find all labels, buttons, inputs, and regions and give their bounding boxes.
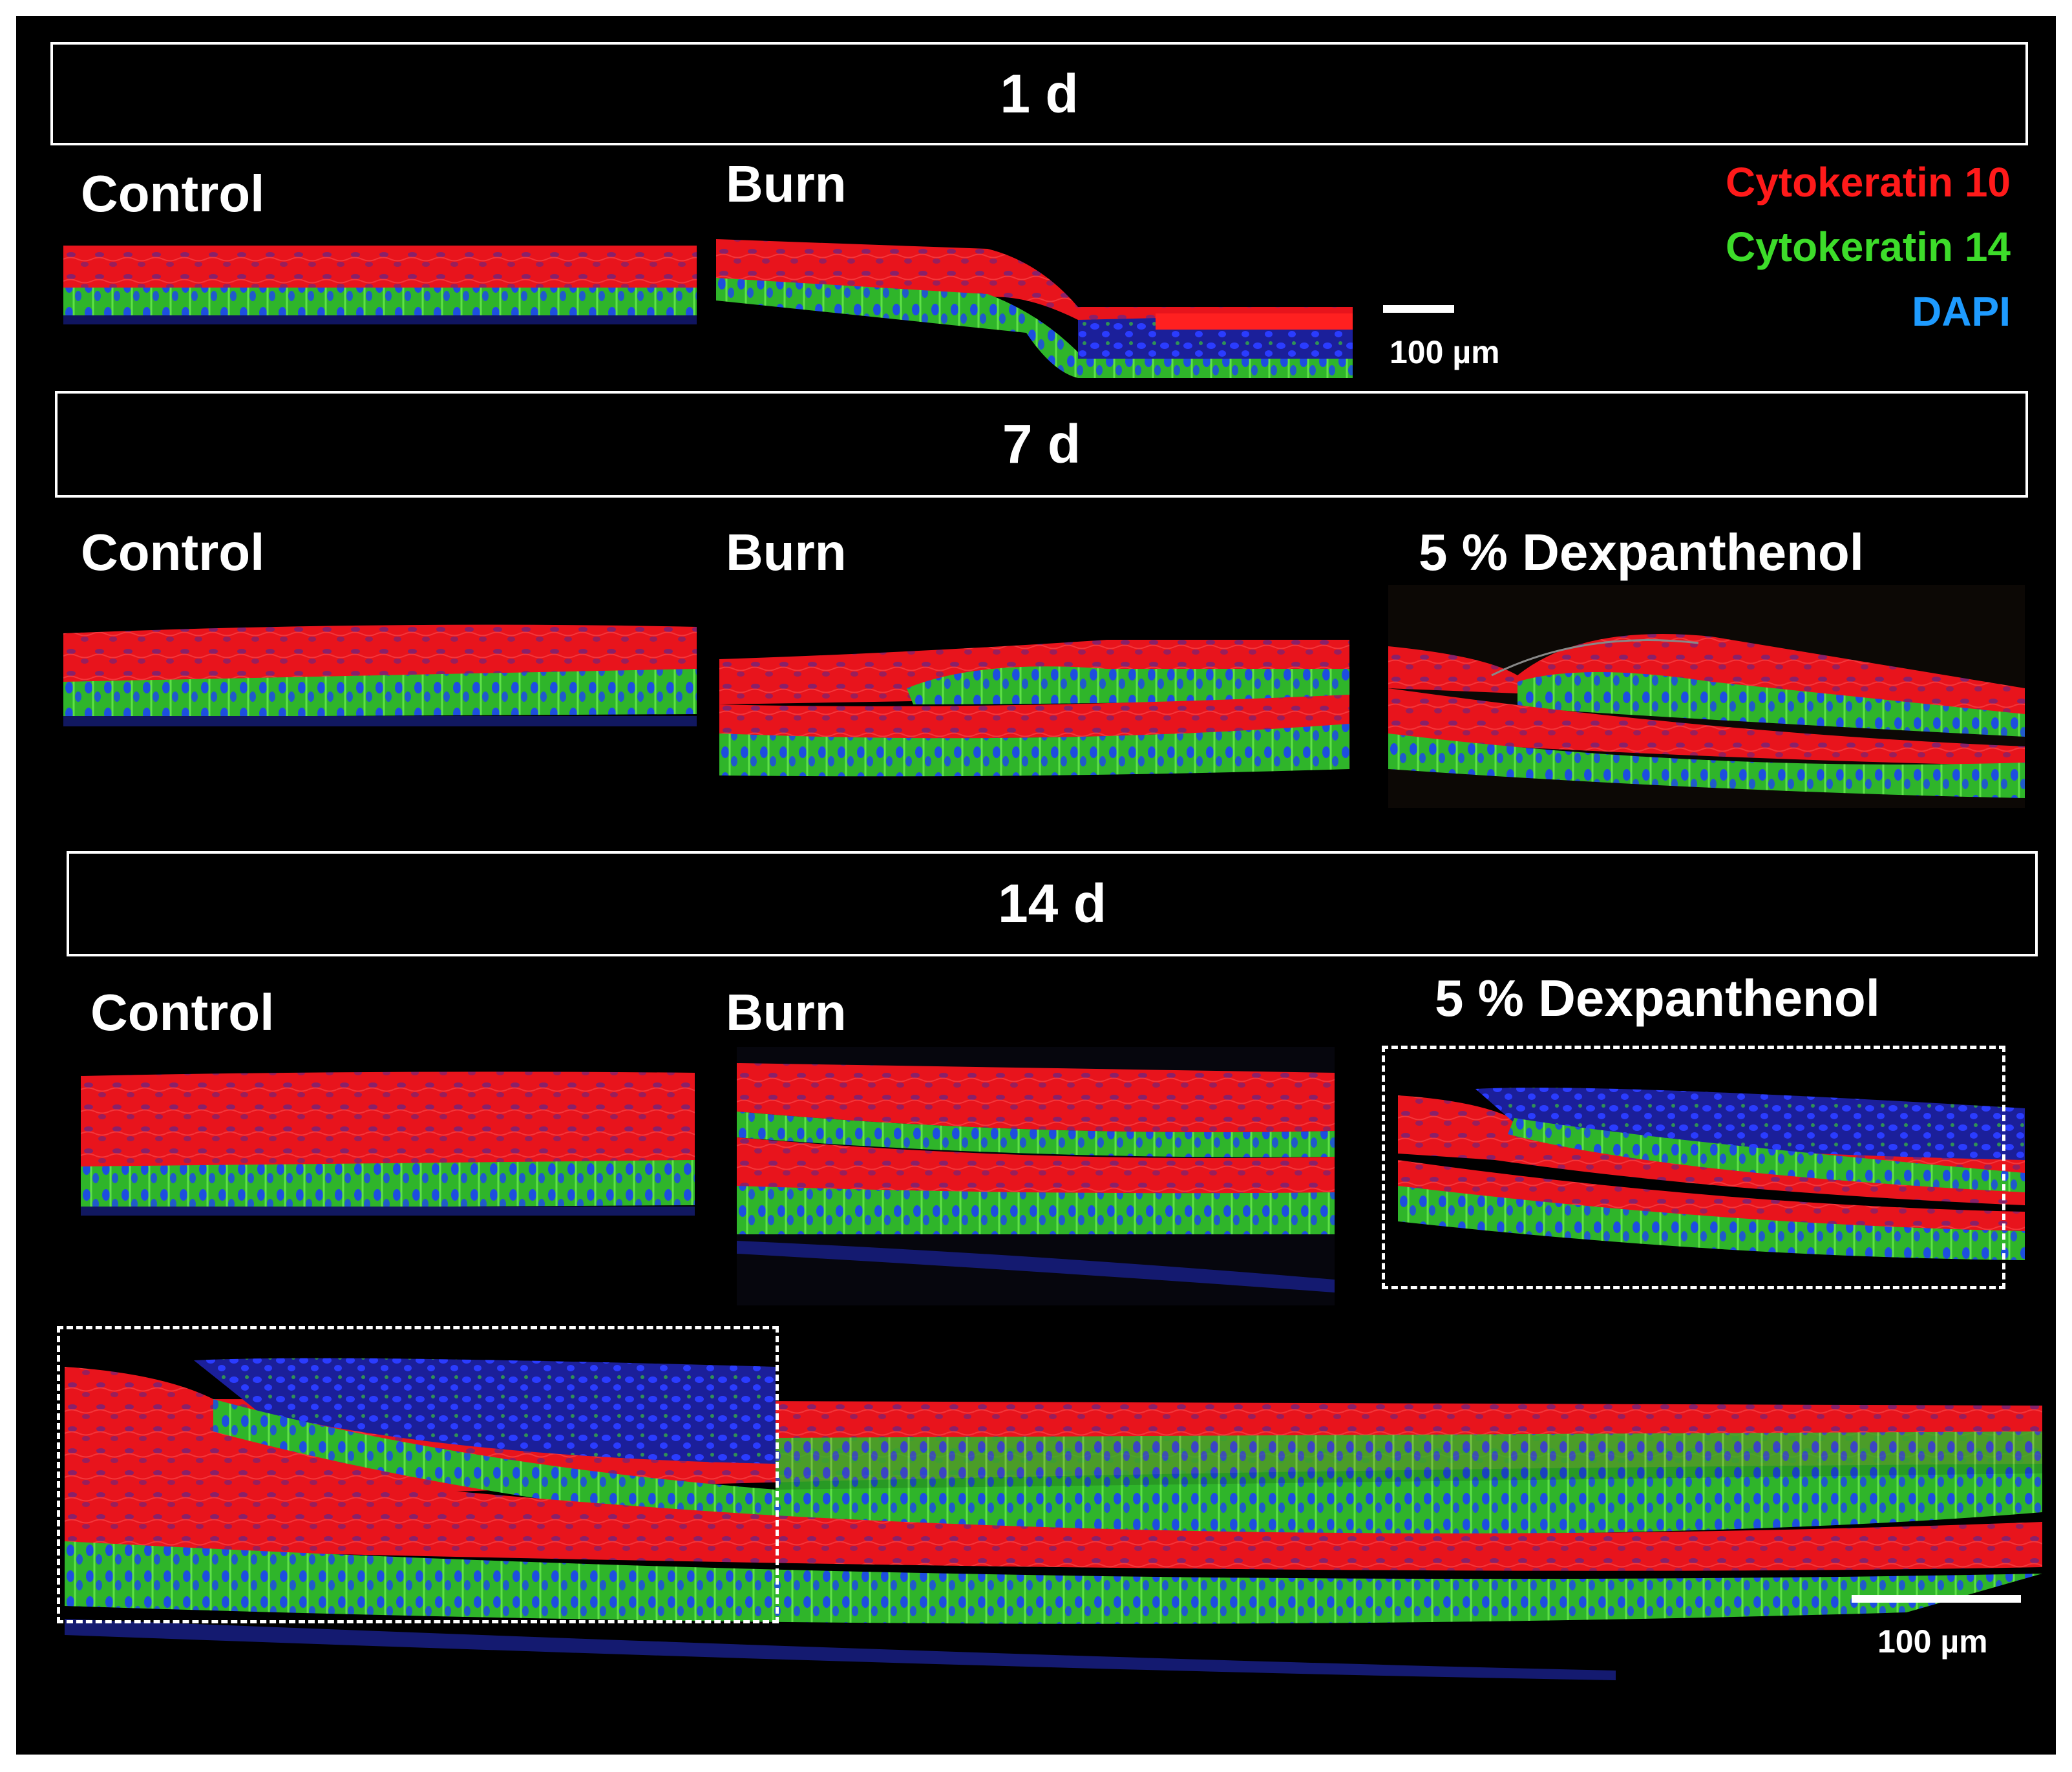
figure-panel: 1 d Control Burn Cytokeratin 10 Cytokera… bbox=[16, 16, 2056, 1755]
legend-cytokeratin10: Cytokeratin 10 bbox=[1725, 159, 2011, 206]
day7-burn-label: Burn bbox=[726, 523, 847, 581]
day14-dexpanthenol-micrograph bbox=[1398, 1063, 2025, 1286]
enlarged-scale-bar bbox=[1852, 1595, 2021, 1603]
day1-header: 1 d bbox=[50, 42, 2028, 145]
day14-header: 14 d bbox=[67, 851, 2038, 956]
day1-control-micrograph bbox=[63, 226, 697, 330]
day1-burn-micrograph bbox=[716, 223, 1353, 385]
day1-scale-bar bbox=[1383, 305, 1454, 313]
day7-burn-micrograph bbox=[719, 614, 1349, 788]
day7-header: 7 d bbox=[55, 391, 2028, 498]
day7-control-label: Control bbox=[81, 523, 265, 581]
day1-title: 1 d bbox=[1000, 63, 1079, 124]
enlarged-inset-frame bbox=[57, 1326, 779, 1623]
day14-control-micrograph bbox=[81, 1057, 695, 1244]
day14-dexpanthenol-inset-frame bbox=[1382, 1046, 2005, 1289]
day7-dexpanthenol-micrograph bbox=[1388, 585, 2025, 808]
day14-title: 14 d bbox=[997, 873, 1107, 934]
day1-scale-label: 100 µm bbox=[1390, 334, 1500, 370]
day1-burn-label: Burn bbox=[726, 155, 847, 213]
legend-dapi: DAPI bbox=[1912, 288, 2011, 335]
day7-control-micrograph bbox=[63, 601, 697, 743]
day7-title: 7 d bbox=[1002, 414, 1081, 474]
enlarged-scale-label: 100 µm bbox=[1877, 1623, 1988, 1660]
day14-burn-micrograph bbox=[737, 1047, 1335, 1305]
day7-dexpanthenol-label: 5 % Dexpanthenol bbox=[1419, 523, 1865, 581]
legend-cytokeratin14: Cytokeratin 14 bbox=[1725, 224, 2011, 270]
day14-burn-label: Burn bbox=[726, 984, 847, 1041]
day14-dexpanthenol-label: 5 % Dexpanthenol bbox=[1435, 969, 1881, 1027]
day14-control-label: Control bbox=[90, 984, 275, 1041]
day1-control-label: Control bbox=[81, 165, 265, 222]
enlarged-dexpanthenol-micrograph bbox=[65, 1334, 2042, 1696]
